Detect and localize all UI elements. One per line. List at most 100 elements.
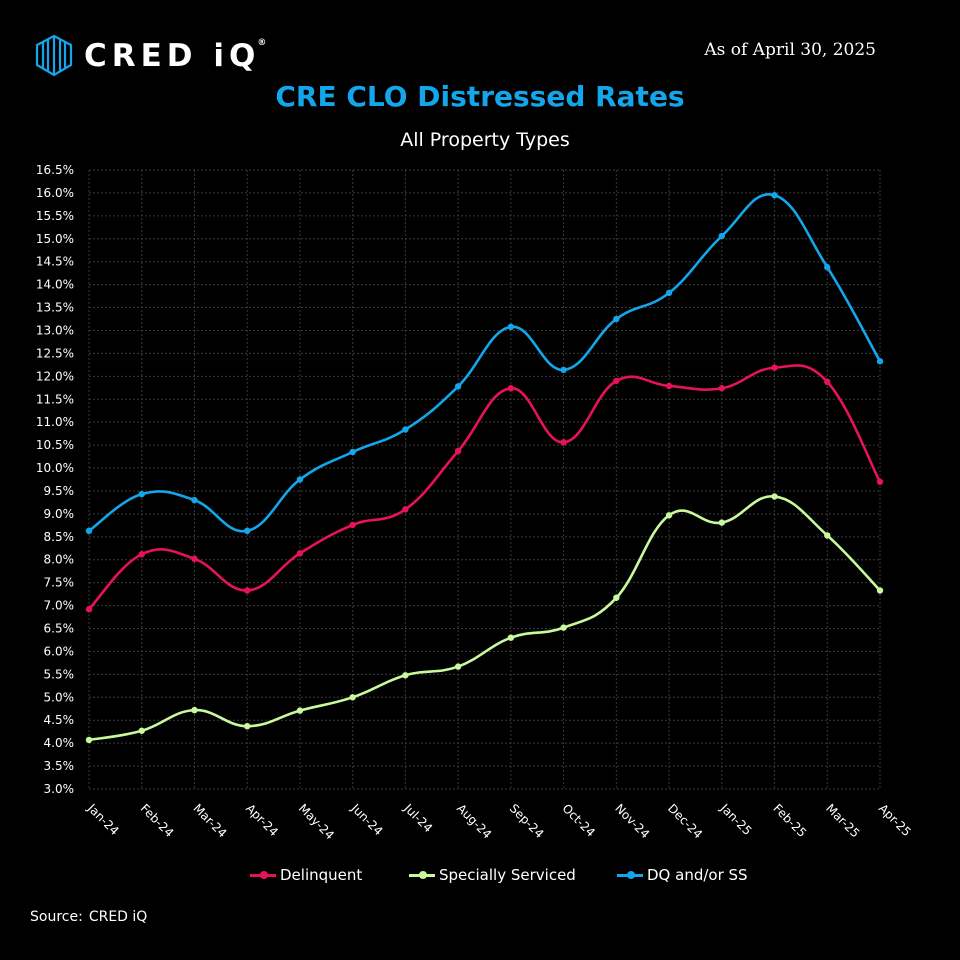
x-tick-label: Dec-24	[665, 801, 705, 841]
data-point-dq-and-or-ss	[613, 315, 620, 323]
source-note: Source: CRED iQ	[30, 909, 148, 925]
legend-item-delinquent: Delinquent	[250, 866, 362, 884]
y-tick-label: 4.0%	[44, 736, 75, 750]
series-dq-and-or-ss	[85, 192, 884, 535]
y-tick-label: 8.0%	[44, 553, 75, 567]
data-point-specially-serviced	[85, 736, 93, 744]
x-tick-label: Apr-24	[243, 801, 281, 839]
y-axis-ticks: 3.0% 3.5% 4.0% 4.5% 5.0% 5.5% 6.0% 6.5% 7.0% 7.5%…	[36, 163, 74, 796]
y-tick-label: 6.5%	[44, 622, 75, 636]
data-point-specially-serviced	[771, 493, 778, 500]
legend-swatch-specially-serviced	[409, 871, 435, 879]
chart-subtitle: All Property Types	[400, 129, 570, 151]
data-point-dq-and-or-ss	[349, 448, 356, 456]
legend: Delinquent Specially Serviced DQ and/or …	[0, 866, 960, 886]
y-tick-label: 6.0%	[44, 644, 75, 658]
y-tick-label: 10.5%	[36, 438, 74, 452]
data-point-specially-serviced	[191, 706, 198, 714]
y-tick-label: 10.0%	[36, 461, 74, 475]
data-point-dq-and-or-ss	[454, 383, 462, 390]
x-tick-label: Nov-24	[612, 801, 652, 841]
y-tick-label: 16.0%	[36, 186, 74, 200]
y-tick-label: 13.0%	[36, 323, 74, 337]
data-point-delinquent	[665, 382, 673, 390]
data-point-specially-serviced	[402, 672, 409, 679]
data-point-delinquent	[244, 587, 251, 594]
data-point-specially-serviced	[613, 594, 620, 601]
y-tick-label: 8.5%	[44, 530, 75, 544]
data-point-specially-serviced	[296, 707, 304, 714]
data-point-delinquent	[718, 385, 725, 392]
x-tick-label: Feb-24	[138, 801, 177, 840]
data-point-delinquent	[824, 378, 831, 386]
data-point-delinquent	[85, 606, 93, 613]
x-tick-label: Apr-25	[876, 801, 914, 839]
x-tick-label: Jan-24	[84, 801, 122, 839]
x-tick-label: Mar-24	[190, 801, 229, 840]
y-tick-label: 14.0%	[36, 278, 74, 292]
data-point-specially-serviced	[138, 727, 145, 734]
series-delinquent	[85, 364, 884, 613]
x-tick-label: Jan-25	[717, 801, 755, 839]
gridlines	[88, 169, 881, 790]
data-point-delinquent	[876, 478, 884, 485]
data-point-delinquent	[771, 364, 778, 371]
x-tick-label: Feb-25	[770, 801, 809, 840]
data-point-dq-and-or-ss	[771, 192, 778, 199]
data-point-dq-and-or-ss	[138, 490, 145, 498]
series-specially-serviced	[85, 493, 884, 744]
y-tick-label: 11.0%	[36, 415, 74, 429]
data-point-delinquent	[349, 521, 356, 529]
y-tick-label: 5.5%	[44, 667, 75, 681]
data-point-dq-and-or-ss	[507, 323, 515, 331]
series-lines	[85, 192, 884, 744]
chart-title: CRE CLO Distressed Rates	[275, 80, 685, 113]
data-point-delinquent	[454, 447, 462, 455]
data-point-delinquent	[296, 550, 304, 557]
data-point-specially-serviced	[349, 694, 356, 701]
data-point-dq-and-or-ss	[876, 358, 884, 365]
data-point-delinquent	[560, 439, 567, 446]
y-tick-label: 12.0%	[36, 369, 74, 383]
legend-swatch-delinquent	[250, 871, 276, 879]
y-tick-label: 7.0%	[44, 599, 75, 613]
data-point-specially-serviced	[824, 532, 831, 539]
x-tick-label: Oct-24	[559, 801, 597, 839]
y-tick-label: 9.5%	[44, 484, 75, 498]
data-point-dq-and-or-ss	[718, 232, 725, 240]
y-tick-label: 5.0%	[44, 690, 75, 704]
cred-iq-logo: CRED iQ®	[34, 34, 271, 78]
data-point-delinquent	[191, 555, 198, 563]
legend-item-specially-serviced: Specially Serviced	[409, 866, 576, 884]
legend-item-dq-ss: DQ and/or SS	[617, 866, 748, 884]
x-tick-label: Mar-25	[823, 801, 862, 840]
data-point-dq-and-or-ss	[296, 476, 304, 483]
data-point-dq-and-or-ss	[560, 366, 567, 374]
data-point-dq-and-or-ss	[191, 496, 198, 504]
y-tick-label: 14.5%	[36, 255, 74, 269]
y-tick-label: 9.0%	[44, 507, 75, 521]
series-line-delinquent	[88, 364, 882, 611]
data-point-specially-serviced	[507, 634, 515, 641]
y-tick-label: 12.5%	[36, 346, 74, 360]
data-point-delinquent	[613, 377, 620, 385]
y-tick-label: 15.0%	[36, 232, 74, 246]
legend-swatch-dq-ss	[617, 871, 643, 879]
data-point-dq-and-or-ss	[402, 426, 409, 433]
data-point-dq-and-or-ss	[244, 527, 251, 535]
y-tick-label: 7.5%	[44, 576, 75, 590]
y-tick-label: 15.5%	[36, 209, 74, 223]
cube-logo-icon	[35, 34, 73, 77]
data-point-specially-serviced	[560, 624, 567, 631]
x-tick-label: Aug-24	[454, 801, 494, 841]
as-of-date: As of April 30, 2025	[704, 40, 876, 60]
x-tick-label: Sep-24	[507, 801, 547, 841]
data-point-delinquent	[507, 385, 515, 392]
logo-text: CRED iQ®	[84, 38, 272, 74]
x-tick-label: Jun-24	[348, 801, 386, 839]
data-point-dq-and-or-ss	[824, 264, 831, 271]
data-point-delinquent	[402, 506, 409, 513]
data-point-dq-and-or-ss	[85, 527, 93, 535]
y-tick-label: 4.5%	[44, 713, 75, 727]
